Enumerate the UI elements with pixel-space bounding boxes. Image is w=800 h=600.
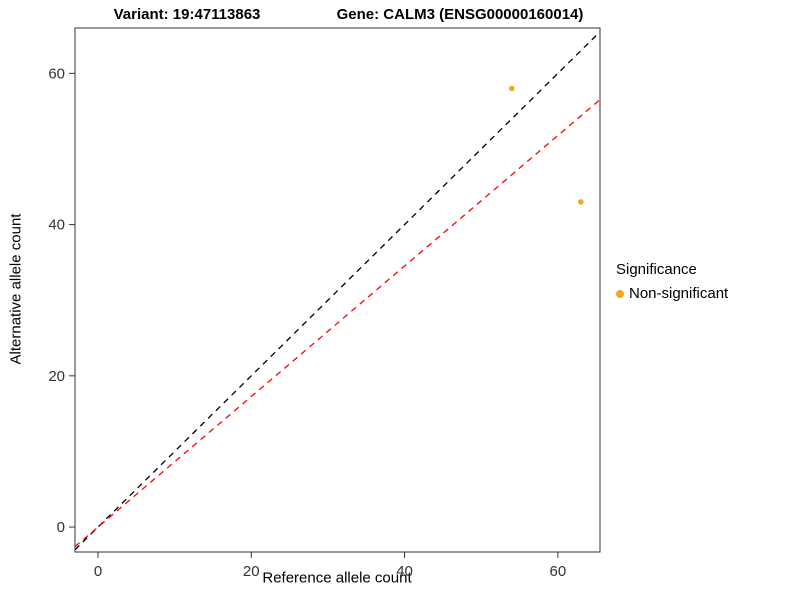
variant-title: Variant: 19:47113863 bbox=[113, 6, 261, 23]
identity-line bbox=[75, 31, 600, 551]
legend-point-icon bbox=[616, 289, 624, 298]
x-tick-label: 60 bbox=[550, 563, 567, 580]
x-axis-label: Reference allele count bbox=[262, 569, 412, 587]
x-tick-label: 0 bbox=[94, 563, 102, 580]
x-tick-label: 40 bbox=[396, 563, 413, 580]
legend: Significance Non-significant bbox=[616, 261, 728, 302]
y-tick-label: 60 bbox=[48, 65, 65, 82]
y-tick-label: 20 bbox=[48, 368, 65, 385]
data-point bbox=[509, 85, 515, 92]
legend-entry: Non-significant bbox=[616, 285, 728, 302]
y-tick-label: 40 bbox=[48, 217, 65, 234]
data-point bbox=[578, 199, 584, 205]
panel-border bbox=[74, 27, 601, 553]
x-tick-label: 20 bbox=[243, 563, 260, 580]
reference-lines bbox=[75, 31, 600, 551]
legend-entry-label: Non-significant bbox=[629, 285, 729, 302]
y-tick-label: 0 bbox=[57, 519, 65, 536]
gene-title: Gene: CALM3 (ENSG00000160014) bbox=[336, 6, 584, 23]
expected-ratio-line bbox=[75, 99, 600, 548]
legend-title: Significance bbox=[616, 261, 697, 278]
